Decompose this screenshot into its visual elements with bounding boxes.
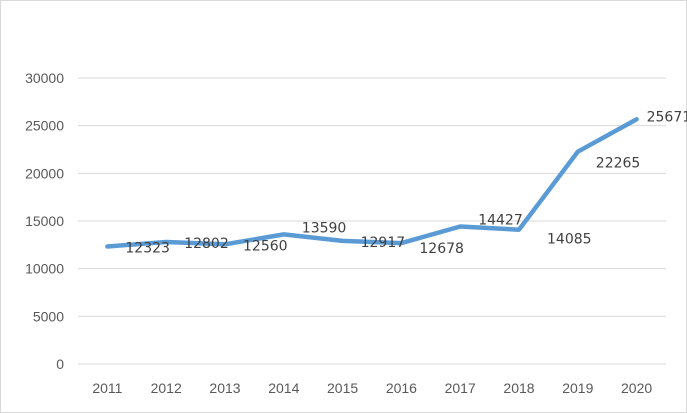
data-label: 14427 bbox=[478, 212, 523, 228]
x-tick-label: 2016 bbox=[386, 380, 417, 396]
y-tick-label: 15000 bbox=[25, 213, 64, 229]
data-label: 12802 bbox=[184, 236, 229, 252]
data-label: 13590 bbox=[302, 220, 347, 236]
x-tick-label: 2012 bbox=[151, 380, 182, 396]
data-label: 12678 bbox=[419, 241, 464, 257]
series-line bbox=[105, 117, 639, 249]
y-tick-label: 0 bbox=[56, 356, 64, 372]
y-axis-ticks: 0 5000 10000 15000 20000 25000 30000 bbox=[25, 70, 64, 372]
x-tick-label: 2019 bbox=[562, 380, 593, 396]
x-tick-label: 2017 bbox=[445, 380, 476, 396]
x-tick-label: 2013 bbox=[209, 380, 240, 396]
gridlines bbox=[78, 77, 666, 365]
x-tick-label: 2015 bbox=[327, 380, 358, 396]
y-tick-label: 20000 bbox=[25, 165, 64, 181]
x-tick-label: 2014 bbox=[268, 380, 299, 396]
y-tick-label: 10000 bbox=[25, 261, 64, 277]
data-labels: 12323 12802 12560 13590 12917 12678 14427 14085… bbox=[125, 109, 687, 257]
x-tick-label: 2011 bbox=[92, 380, 122, 396]
data-label: 22265 bbox=[596, 156, 641, 172]
x-tick-label: 2020 bbox=[621, 380, 652, 396]
data-label: 12323 bbox=[125, 241, 170, 257]
data-label: 14085 bbox=[547, 232, 592, 248]
y-tick-label: 5000 bbox=[33, 308, 64, 324]
data-label: 12560 bbox=[243, 238, 288, 254]
data-label: 12917 bbox=[361, 235, 406, 251]
data-label: 25671 bbox=[647, 109, 687, 125]
y-tick-label: 30000 bbox=[25, 70, 64, 86]
x-tick-label: 2018 bbox=[503, 380, 534, 396]
y-tick-label: 25000 bbox=[25, 118, 64, 134]
x-axis-ticks: 2011 2012 2013 2014 2015 2016 2017 2018 2019 2020 bbox=[92, 380, 652, 396]
